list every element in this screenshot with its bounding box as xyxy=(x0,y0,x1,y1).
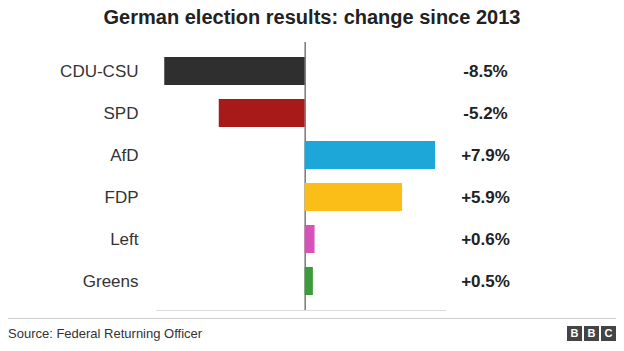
svg-text:Left: Left xyxy=(110,230,139,249)
svg-text:+7.9%: +7.9% xyxy=(461,146,510,165)
svg-text:FDP: FDP xyxy=(105,188,139,207)
svg-text:SPD: SPD xyxy=(104,104,139,123)
svg-text:Greens: Greens xyxy=(83,272,139,291)
svg-text:+0.5%: +0.5% xyxy=(461,272,510,291)
svg-text:-8.5%: -8.5% xyxy=(463,62,507,81)
html-text:Source: Federal Returning Offi: Source: Federal Returning Officer xyxy=(8,325,203,341)
svg-text:+0.6%: +0.6% xyxy=(461,230,510,249)
html-text:B: B xyxy=(570,327,579,339)
html-text:B: B xyxy=(587,327,596,339)
svg-text:-5.2%: -5.2% xyxy=(463,104,507,123)
svg-text:AfD: AfD xyxy=(110,146,138,165)
html-text:C: C xyxy=(604,327,613,339)
svg-text:CDU-CSU: CDU-CSU xyxy=(60,62,138,81)
svg-text:+5.9%: +5.9% xyxy=(461,188,510,207)
html-text:German election results: chang: German election results: change since 20… xyxy=(103,6,521,28)
